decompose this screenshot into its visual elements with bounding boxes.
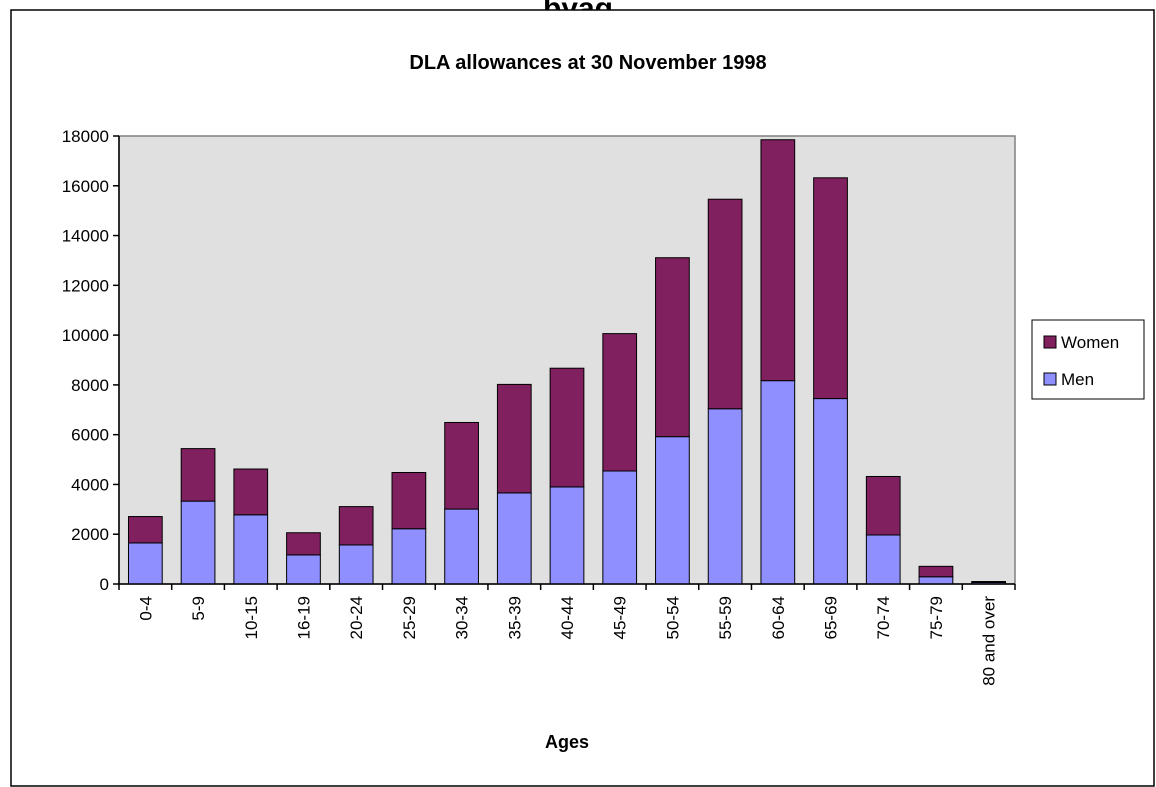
x-tick-label: 45-49 xyxy=(611,596,630,639)
bar-men-35-39 xyxy=(496,492,532,585)
x-tick-label: 5-9 xyxy=(189,596,208,621)
bar-men-75-79 xyxy=(918,576,954,585)
y-tick-label: 10000 xyxy=(62,326,109,345)
bar-men-60-64 xyxy=(760,380,796,585)
bar-women-50-54 xyxy=(655,257,690,438)
bar-men-40-44 xyxy=(549,486,585,585)
bar-women-80-and-over xyxy=(971,581,1007,584)
bar-women-35-39 xyxy=(496,383,532,494)
x-tick-label: 35-39 xyxy=(505,596,524,639)
bar-women-75-79 xyxy=(918,565,954,578)
bar-women-20-24 xyxy=(338,506,374,546)
bar-men-45-49 xyxy=(602,470,638,585)
bar-women-55-59 xyxy=(707,198,743,410)
x-tick-label: 55-59 xyxy=(716,596,735,639)
x-tick-label: 50-54 xyxy=(663,596,682,639)
bar-women-30-34 xyxy=(444,421,479,510)
legend-swatch-women xyxy=(1043,335,1057,349)
y-tick-label: 14000 xyxy=(62,227,109,246)
bar-women-5-9 xyxy=(180,448,216,502)
bar-women-25-29 xyxy=(391,472,427,530)
bar-women-0-4 xyxy=(127,516,163,544)
bar-women-40-44 xyxy=(549,367,585,488)
bar-men-5-9 xyxy=(180,500,216,585)
y-tick-label: 0 xyxy=(100,575,109,594)
bar-men-20-24 xyxy=(338,544,374,585)
bar-women-10-15 xyxy=(233,468,269,516)
bar-women-16-19 xyxy=(286,532,321,556)
bar-men-16-19 xyxy=(286,554,321,585)
y-tick-label: 6000 xyxy=(71,426,109,445)
y-tick-label: 4000 xyxy=(71,475,109,494)
axes-group: 0 2000 4000 6000 8000 10000 12000 14000 16000 180… xyxy=(62,127,1016,686)
legend-label-women: Women xyxy=(1061,333,1119,352)
bar-women-70-74 xyxy=(865,475,901,536)
bars-group xyxy=(127,139,1007,585)
bar-men-50-54 xyxy=(655,436,690,585)
x-tick-label: 30-34 xyxy=(453,596,472,639)
bar-women-45-49 xyxy=(602,333,638,472)
legend: Women Men xyxy=(1031,319,1145,400)
x-tick-label: 40-44 xyxy=(558,596,577,639)
chart-title: DLA allowances at 30 November 1998 xyxy=(409,52,766,74)
bar-men-10-15 xyxy=(233,514,269,585)
bar-men-55-59 xyxy=(707,408,743,585)
x-tick-label: 70-74 xyxy=(874,596,893,639)
bar-men-65-69 xyxy=(813,398,848,585)
bar-men-30-34 xyxy=(444,508,479,585)
bar-men-25-29 xyxy=(391,528,427,585)
bar-women-65-69 xyxy=(813,177,848,400)
y-tick-label: 16000 xyxy=(62,177,109,196)
y-tick-label: 12000 xyxy=(62,276,109,295)
y-tick-label: 18000 xyxy=(62,127,109,146)
x-axis-label: Ages xyxy=(545,732,589,752)
x-tick-label: 60-64 xyxy=(769,596,788,639)
bar-women-60-64 xyxy=(760,139,796,382)
x-tick-label: 0-4 xyxy=(136,596,155,621)
bar-men-70-74 xyxy=(865,534,901,585)
x-tick-label: 16-19 xyxy=(294,596,313,639)
y-tick-label: 8000 xyxy=(71,376,109,395)
x-tick-label: 65-69 xyxy=(822,596,841,639)
bar-men-0-4 xyxy=(127,542,163,585)
y-tick-label: 2000 xyxy=(71,525,109,544)
x-tick-label: 10-15 xyxy=(242,596,261,639)
legend-box xyxy=(1031,319,1145,400)
legend-swatch-men xyxy=(1043,372,1057,386)
x-tick-label: 20-24 xyxy=(347,596,366,639)
legend-label-men: Men xyxy=(1061,370,1094,389)
x-tick-label: 75-79 xyxy=(927,596,946,639)
x-tick-label: 25-29 xyxy=(400,596,419,639)
x-tick-label: 80 and over xyxy=(980,596,999,686)
